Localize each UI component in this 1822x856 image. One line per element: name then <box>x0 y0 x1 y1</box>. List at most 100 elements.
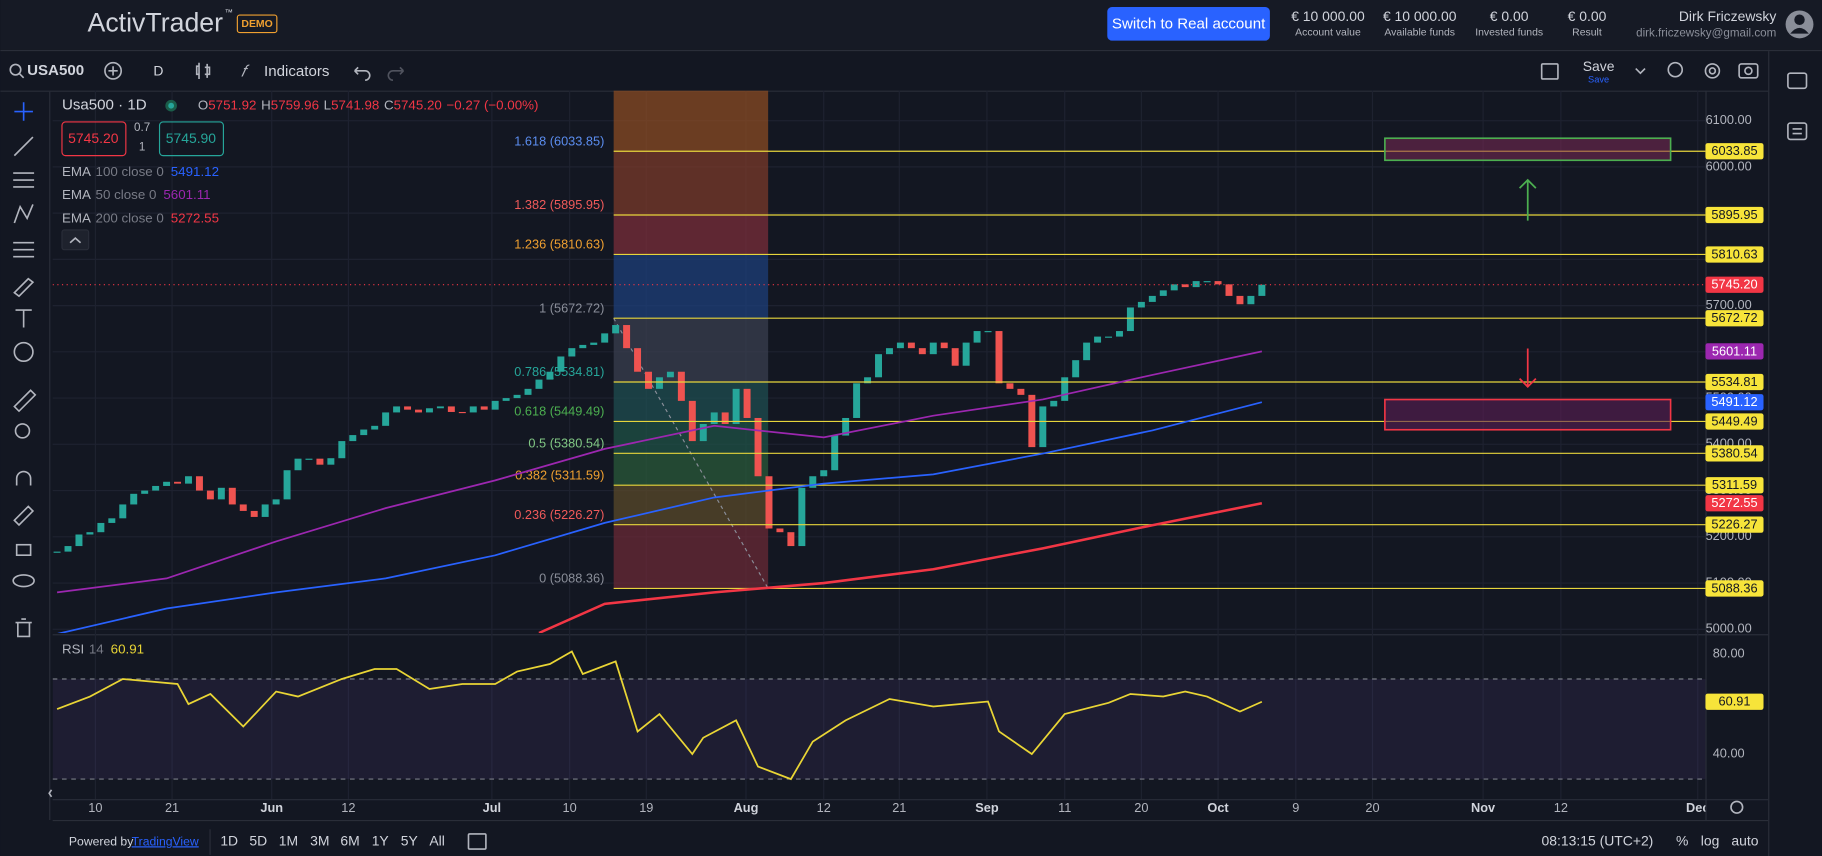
fib-badge-label: 5226.27 <box>1711 517 1757 532</box>
candle-body <box>754 417 762 477</box>
visibility-tool[interactable] <box>12 574 35 588</box>
indicators[interactable]: Indicators <box>264 63 329 80</box>
range-button[interactable]: 5D <box>249 833 267 849</box>
bid[interactable]: 5745.20 <box>68 130 119 146</box>
scroll-left[interactable] <box>48 789 53 798</box>
lock-tool[interactable] <box>15 543 32 556</box>
fib-zone <box>613 524 769 589</box>
avatar-head <box>1794 14 1805 25</box>
trend-line-tool[interactable] <box>13 136 34 157</box>
collapse-legend[interactable] <box>61 229 90 251</box>
ema-name: EMA <box>62 163 91 178</box>
time-axis: 10 21 Jun 12 Jul 10 19 Aug 12 21 Sep 11 20 Oct 9 20 Nov 1… <box>88 800 1705 815</box>
icon-tool[interactable] <box>13 341 34 363</box>
range-button[interactable]: 1D <box>220 833 238 849</box>
delete-tool[interactable] <box>15 618 32 638</box>
fib-tool[interactable] <box>13 172 35 188</box>
add-symbol[interactable] <box>104 61 123 80</box>
range-button[interactable]: All <box>429 833 444 849</box>
percent-toggle[interactable]: % <box>1676 833 1688 849</box>
spread: 0.7 <box>134 121 150 134</box>
candle-body <box>677 371 685 401</box>
candle-body <box>590 342 598 345</box>
interval[interactable]: D <box>153 63 163 79</box>
down-arrow[interactable] <box>1518 348 1537 388</box>
sell-box[interactable] <box>61 121 127 157</box>
range-button[interactable]: 5Y <box>401 833 418 849</box>
settings[interactable] <box>1704 63 1721 79</box>
layout[interactable] <box>1540 63 1559 80</box>
crosshair-tool[interactable] <box>14 102 33 121</box>
zoom-tool[interactable] <box>14 423 31 439</box>
magnet-tool[interactable] <box>15 470 32 486</box>
fib-badge <box>1705 445 1764 462</box>
candle-body <box>1203 281 1211 283</box>
draw-mode[interactable] <box>13 505 35 527</box>
auto-toggle[interactable]: auto <box>1731 833 1758 849</box>
log-toggle[interactable]: log <box>1701 833 1720 849</box>
chart-type[interactable] <box>195 62 211 79</box>
snapshot[interactable] <box>1738 63 1759 79</box>
search-icon[interactable] <box>9 63 22 76</box>
switch-button[interactable] <box>1107 6 1270 41</box>
candle-body <box>1050 400 1058 407</box>
candle-body <box>973 331 981 343</box>
candle-body <box>699 423 707 442</box>
watchlist[interactable] <box>1787 72 1808 90</box>
candle-body <box>765 476 773 529</box>
candle-body <box>1083 342 1091 361</box>
ema-params: 200 close 0 <box>96 210 164 225</box>
pattern-tool[interactable] <box>13 204 34 224</box>
text-tool[interactable] <box>15 309 32 328</box>
rsi-pane <box>52 650 1706 781</box>
range-button[interactable]: 3M <box>310 833 329 849</box>
range-button[interactable]: 6M <box>340 833 359 849</box>
candle-body <box>1225 284 1233 296</box>
candle-body <box>984 331 992 333</box>
ema-badge <box>1705 394 1764 411</box>
candle-body <box>217 487 225 500</box>
buy-box[interactable] <box>158 121 224 157</box>
candle-body <box>1072 360 1080 378</box>
axis-settings[interactable] <box>1730 800 1744 814</box>
candle-body <box>655 377 663 389</box>
candle-body <box>710 412 718 424</box>
ohlc-key: L <box>324 97 331 112</box>
range-button[interactable]: 1Y <box>372 833 389 849</box>
stat-value: € 10 000.00 <box>1291 8 1365 24</box>
up-arrow[interactable] <box>1518 178 1537 221</box>
undo[interactable] <box>354 66 371 81</box>
ema-value: 5272.55 <box>171 210 219 225</box>
alerts[interactable] <box>1667 61 1684 78</box>
projection-tool[interactable] <box>13 241 35 258</box>
save[interactable]: Save <box>1583 58 1615 74</box>
target-zone[interactable] <box>1384 137 1672 162</box>
candle-body <box>623 325 631 349</box>
ask[interactable]: 5745.90 <box>166 130 217 146</box>
symbol[interactable]: USA500 <box>27 62 84 79</box>
ohlc-key: O <box>198 97 208 112</box>
brush-tool[interactable] <box>13 277 35 298</box>
candle-body <box>612 325 620 334</box>
ohlc-value: 5745.20 <box>394 97 442 112</box>
x-tick-label: 20 <box>1365 800 1379 815</box>
candle-body <box>64 546 72 552</box>
switch-button-label[interactable]: Switch to Real account <box>1112 15 1266 32</box>
candle-body <box>480 406 488 410</box>
candle-body <box>283 470 291 500</box>
measure-tool[interactable] <box>13 389 37 413</box>
fib-label: 1.236 (5810.63) <box>514 237 604 252</box>
redo[interactable] <box>387 66 405 81</box>
news[interactable] <box>1787 122 1808 141</box>
stop-zone[interactable] <box>1384 398 1672 431</box>
tradingview-link[interactable]: TradingView <box>132 834 199 848</box>
candle-body <box>75 534 83 547</box>
candle-body <box>261 504 269 517</box>
save-menu[interactable] <box>1635 67 1646 75</box>
rsi-badge-label: 60.91 <box>1719 694 1751 709</box>
candle-body <box>820 470 828 477</box>
x-tick-label: Sep <box>975 800 999 815</box>
x-tick-label: 12 <box>817 800 831 815</box>
date-range[interactable] <box>467 833 487 850</box>
range-button[interactable]: 1M <box>279 833 298 849</box>
